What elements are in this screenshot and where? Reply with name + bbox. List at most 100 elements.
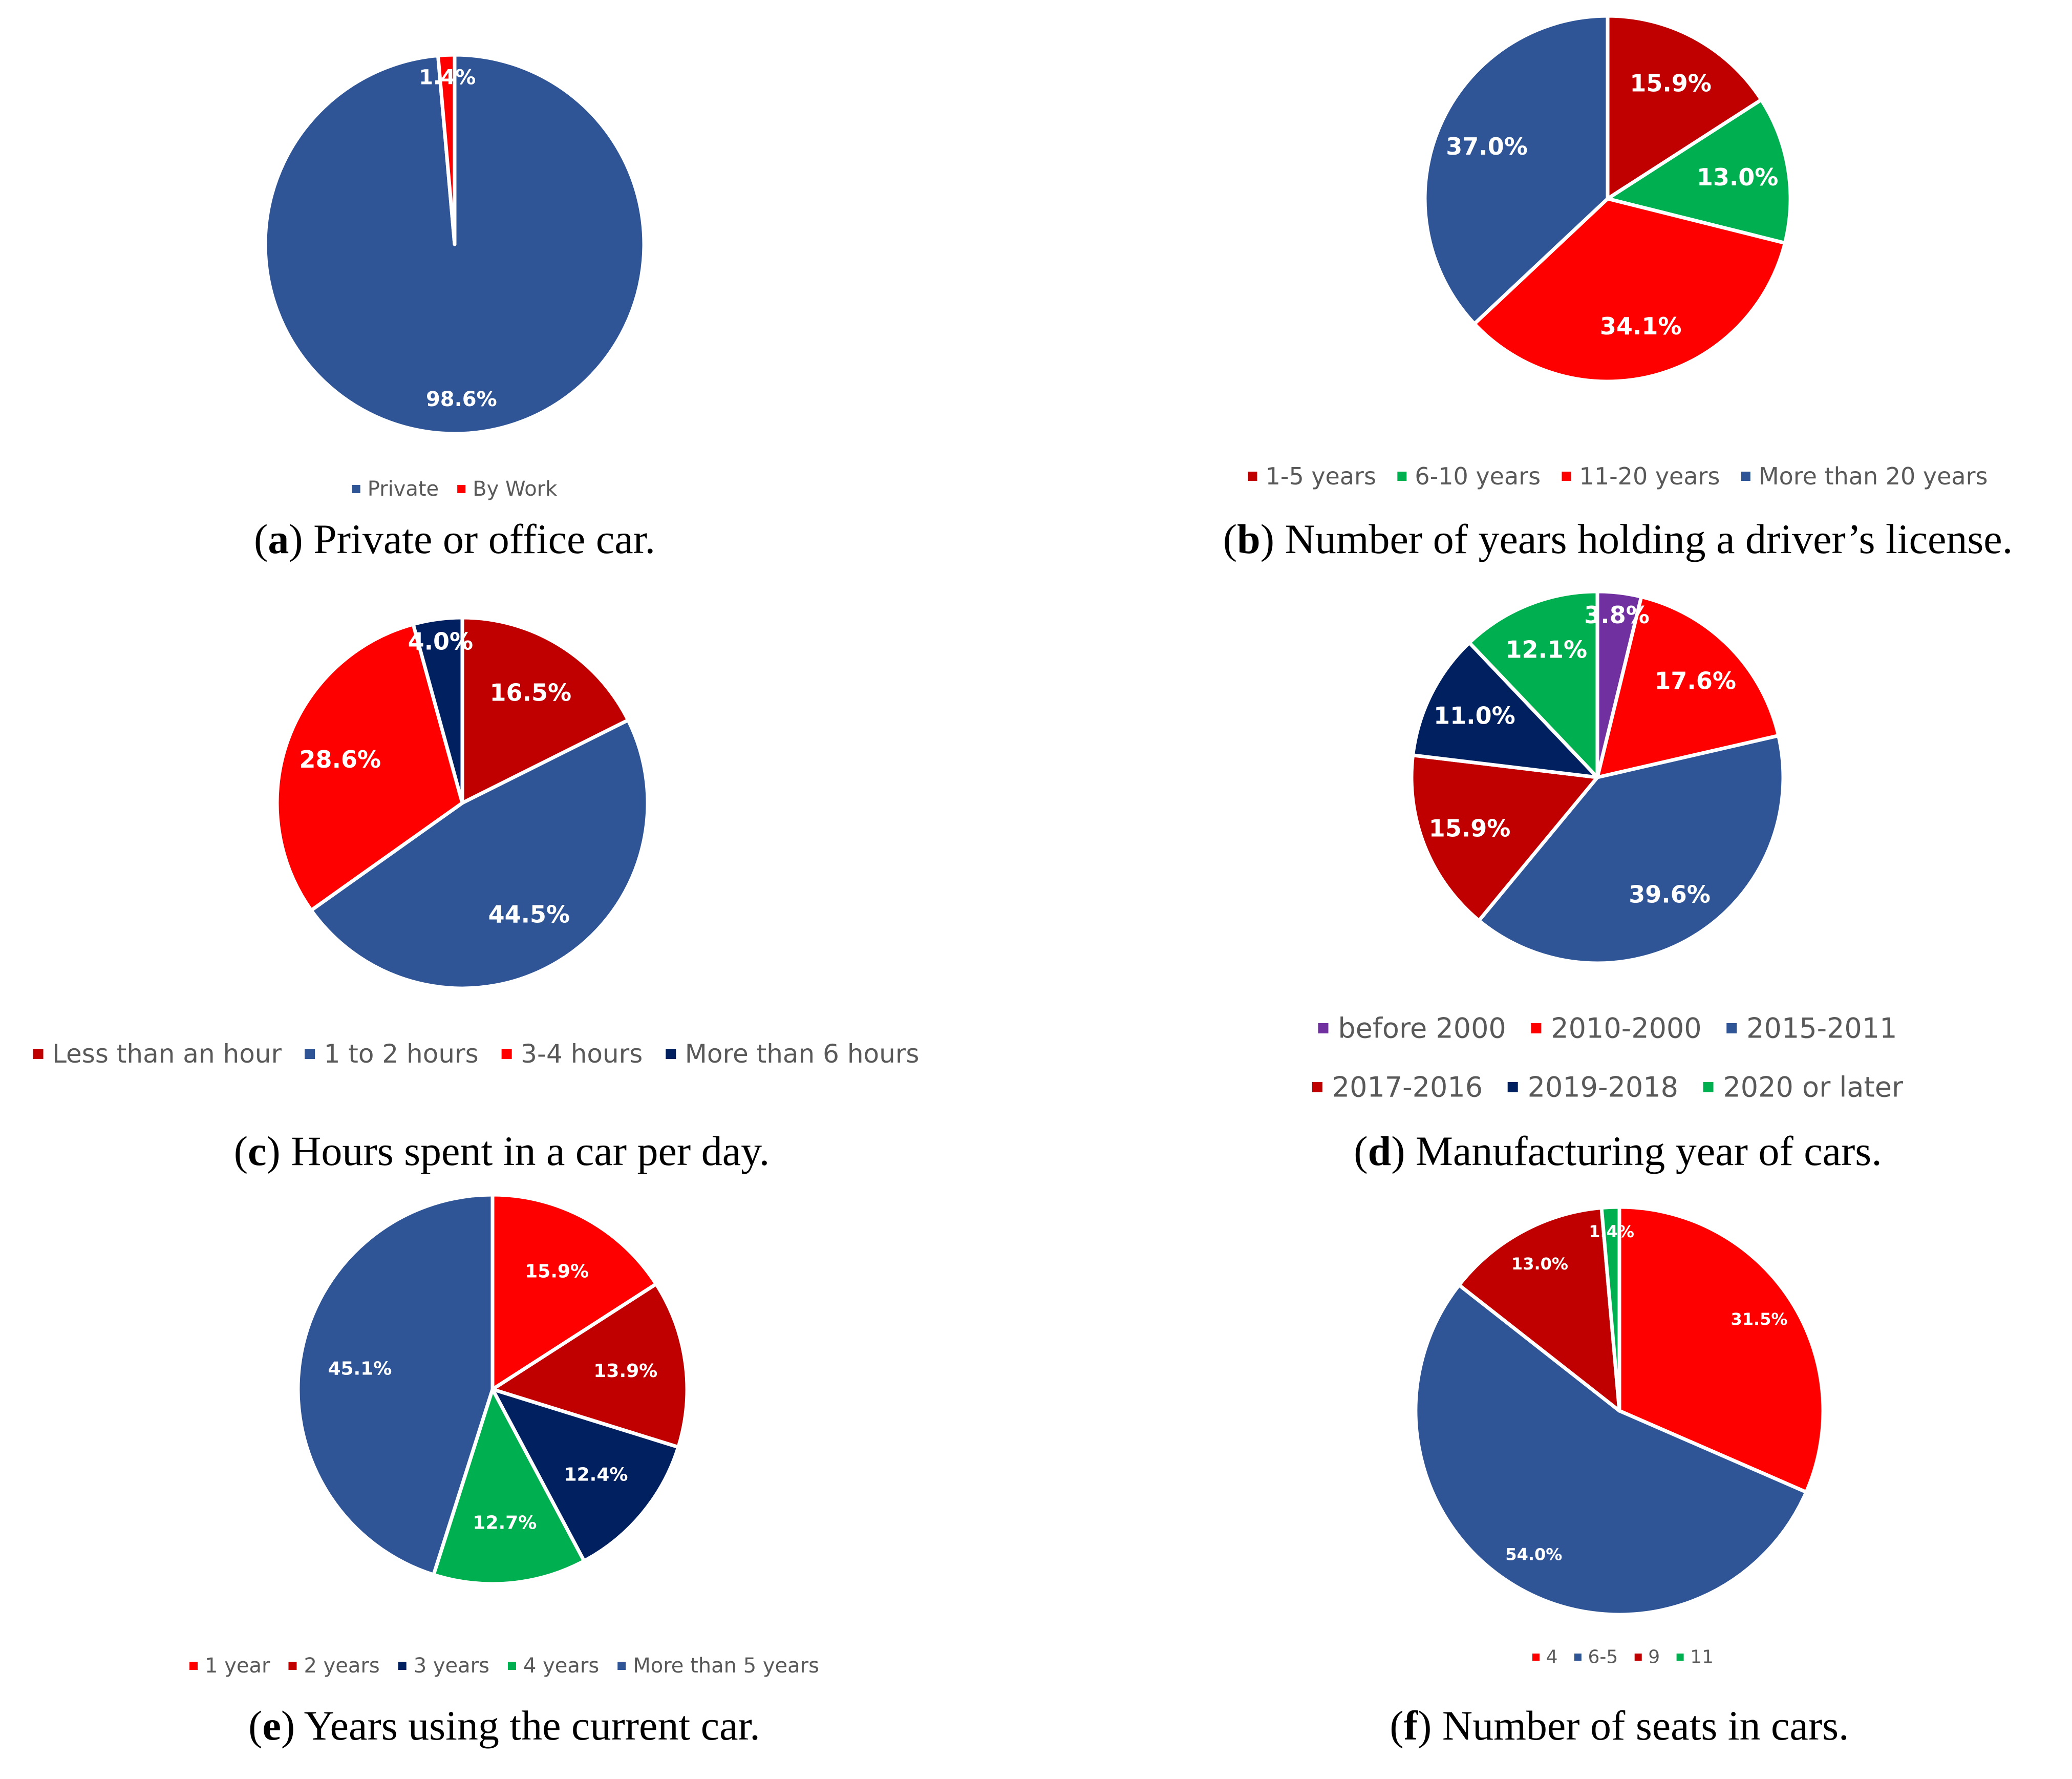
legend-label-d-1: 2010-2000 [1551, 1012, 1701, 1045]
data-label-f-2: 13.0% [1511, 1254, 1568, 1274]
legend-label-d-3: 2017-2016 [1332, 1071, 1483, 1104]
pie-slice-f-0 [1617, 1205, 1825, 1494]
data-label-c-1: 44.5% [488, 900, 570, 928]
legend-swatch-b-0 [1248, 472, 1257, 481]
pie-slice-d-2 [1477, 734, 1785, 965]
legend-label-a-0: Private [368, 477, 439, 501]
pie-slice-b-0 [1606, 14, 1763, 201]
data-label-d-3: 15.9% [1429, 815, 1511, 842]
pie-slice-d-5 [1467, 589, 1599, 779]
caption-f: (f) Number of seats in cars. [1390, 1702, 1849, 1749]
pie-slice-f-3 [1599, 1205, 1621, 1413]
legend-label-f-1: 6-5 [1588, 1647, 1618, 1668]
legend-label-e-3: 4 years [523, 1654, 599, 1678]
legend-swatch-d-2 [1726, 1023, 1737, 1033]
legend-label-e-4: More than 5 years [633, 1654, 819, 1678]
data-label-d-5: 12.1% [1506, 636, 1588, 664]
pie-chart-b: 15.9% 13.0% 34.1% 37.0% 1-5 years 6-10 years 1… [1223, 14, 2013, 562]
pie-slice-b-2 [1472, 197, 1787, 384]
legend-swatch-d-5 [1703, 1082, 1714, 1092]
legend-swatch-c-2 [501, 1049, 512, 1059]
caption-letter-a: a [268, 516, 289, 562]
legend-label-b-0: 1-5 years [1266, 462, 1376, 490]
data-label-e-2: 12.4% [564, 1465, 628, 1486]
legend-swatch-d-1 [1531, 1023, 1542, 1033]
legend-label-d-4: 2019-2018 [1528, 1071, 1678, 1104]
legend-label-b-2: 11-20 years [1579, 462, 1720, 490]
pie-slice-b-3 [1423, 14, 1610, 326]
legend-label-f-3: 11 [1690, 1647, 1714, 1668]
legend-label-e-0: 1 year [205, 1654, 270, 1678]
legend-swatch-c-0 [33, 1049, 44, 1059]
caption-text-f: ) Number of seats in cars. [1418, 1702, 1849, 1749]
caption-text-e: ) Years using the current car. [281, 1702, 760, 1749]
legend-label-d-5: 2020 or later [1723, 1071, 1903, 1104]
pie-slice-b-1 [1606, 98, 1792, 245]
caption-letter-e: e [262, 1702, 281, 1749]
legend-swatch-f-0 [1532, 1654, 1540, 1661]
data-label-f-0: 31.5% [1731, 1309, 1787, 1329]
legend-swatch-d-3 [1312, 1082, 1322, 1092]
pie-slice-d-1 [1595, 595, 1781, 779]
caption-letter-d: d [1368, 1128, 1392, 1174]
legend-label-c-3: More than 6 hours [685, 1039, 920, 1069]
pie-slice-e-2 [490, 1387, 680, 1563]
legend-swatch-a-1 [457, 485, 466, 493]
legend-swatch-e-1 [288, 1662, 297, 1670]
caption-text-d: ) Manufacturing year of cars. [1391, 1128, 1882, 1174]
data-label-e-0: 15.9% [525, 1261, 589, 1282]
legend-swatch-c-1 [305, 1049, 315, 1059]
legend-swatch-f-3 [1676, 1654, 1684, 1661]
data-label-d-4: 11.0% [1434, 702, 1515, 730]
legend-label-d-0: before 2000 [1338, 1012, 1506, 1045]
legend-swatch-b-1 [1397, 472, 1407, 481]
data-label-e-4: 45.1% [328, 1358, 392, 1379]
data-label-b-1: 13.0% [1697, 163, 1779, 191]
pie-slice-e-3 [432, 1387, 586, 1586]
data-label-b-0: 15.9% [1630, 69, 1712, 97]
legend-swatch-e-0 [189, 1662, 198, 1670]
data-label-a-0: 98.6% [426, 388, 497, 411]
legend-label-c-1: 1 to 2 hours [324, 1039, 479, 1069]
data-label-c-2: 28.6% [300, 746, 381, 773]
caption-d: (d) Manufacturing year of cars. [1354, 1128, 1882, 1174]
pie-slice-c-2 [275, 622, 464, 913]
data-label-f-1: 54.0% [1505, 1544, 1562, 1564]
pie-slice-f-1 [1414, 1283, 1808, 1617]
caption-text-a: ) Private or office car. [289, 516, 655, 562]
data-label-f-3: 1.4% [1589, 1222, 1634, 1241]
data-label-e-3: 12.7% [473, 1513, 537, 1534]
legend-label-c-0: Less than an hour [52, 1039, 282, 1069]
caption-text-b: ) Number of years holding a driver’s lic… [1261, 516, 2013, 562]
caption-c: (c) Hours spent in a car per day. [234, 1128, 770, 1174]
caption-a: (a) Private or office car. [254, 516, 655, 562]
pie-chart-d: 3.8% 17.6% 39.6% 15.9% 11.0% 12.1% before 2000… [1312, 589, 1904, 1174]
pie-chart-e: 15.9% 13.9% 12.4% 12.7% 45.1% 1 year 2 years 3 … [189, 1193, 819, 1749]
pie-slice-f-2 [1457, 1206, 1621, 1413]
data-label-d-0: 3.8% [1584, 601, 1650, 629]
data-label-c-0: 16.5% [489, 679, 571, 706]
legend-label-f-0: 4 [1546, 1647, 1558, 1668]
legend-swatch-a-0 [352, 485, 360, 493]
legend-swatch-f-1 [1574, 1654, 1582, 1661]
legend-swatch-b-3 [1741, 472, 1750, 481]
legend-swatch-f-2 [1634, 1654, 1642, 1661]
caption-e: (e) Years using the current car. [248, 1702, 760, 1749]
legend-swatch-d-4 [1507, 1082, 1518, 1092]
data-label-b-2: 34.1% [1600, 312, 1682, 340]
data-label-d-1: 17.6% [1654, 667, 1736, 694]
data-label-d-2: 39.6% [1629, 881, 1711, 908]
caption-letter-b: b [1237, 516, 1261, 562]
pie-slice-e-0 [490, 1193, 658, 1391]
legend-swatch-e-2 [398, 1662, 407, 1670]
legend-label-f-2: 9 [1648, 1647, 1660, 1668]
pie-chart-c: 16.5% 44.5% 28.6% 4.0% Less than an hour 1 to… [33, 616, 920, 1174]
data-label-e-1: 13.9% [593, 1361, 657, 1382]
legend-label-e-1: 2 years [304, 1654, 379, 1678]
caption-letter-f: f [1404, 1702, 1419, 1749]
caption-text-c: ) Hours spent in a car per day. [266, 1128, 770, 1174]
pie-chart-f: 31.5% 54.0% 13.0% 1.4% 4 6-5 9 11 (f) Number of … [1390, 1205, 1849, 1749]
legend-swatch-e-3 [507, 1662, 516, 1670]
pie-slice-c-3 [411, 616, 464, 805]
